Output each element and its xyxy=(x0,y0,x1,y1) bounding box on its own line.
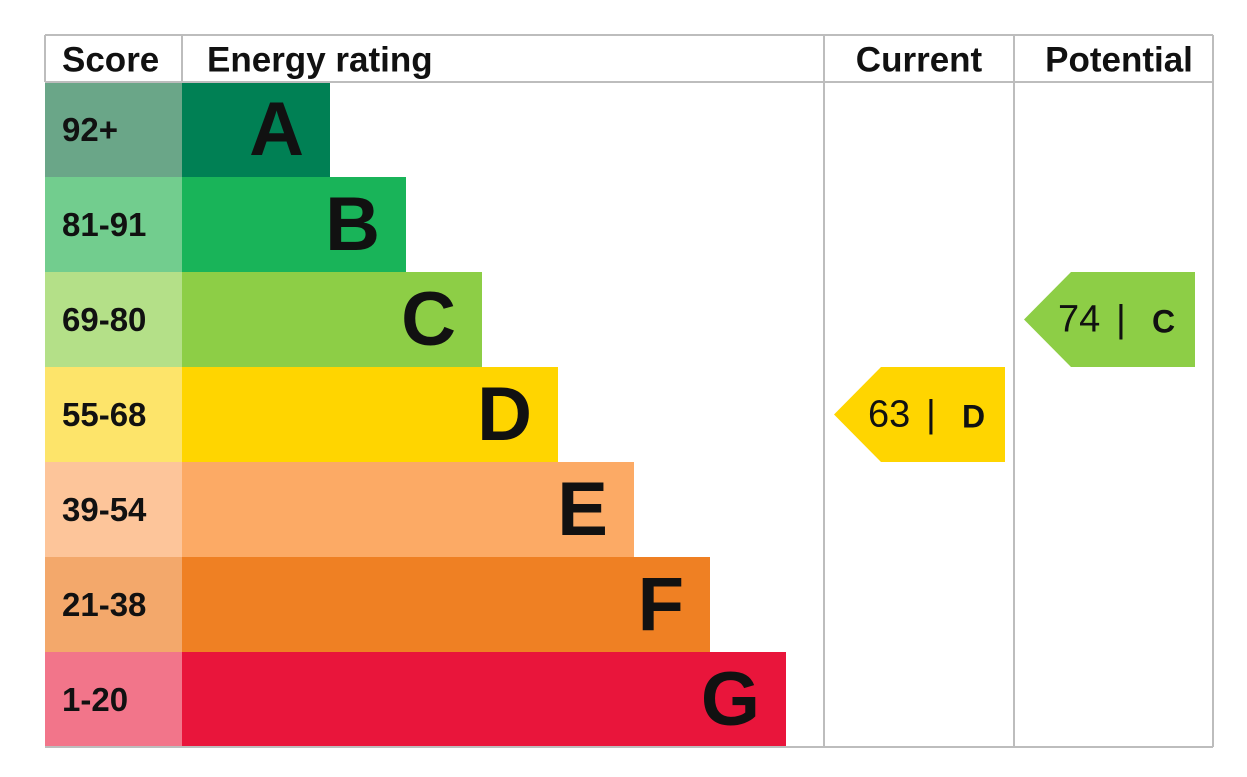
score-cell xyxy=(45,462,182,557)
rating-letter: E xyxy=(557,467,608,552)
rating-bar xyxy=(182,367,558,462)
rating-bar xyxy=(182,462,634,557)
score-label: 55-68 xyxy=(62,396,146,433)
potential-value: 74 xyxy=(1058,299,1100,341)
potential-indicator: 74 | C xyxy=(1024,272,1195,367)
rating-letter: G xyxy=(701,657,760,742)
current-indicator: 63 | D xyxy=(834,367,1005,462)
score-label: 1-20 xyxy=(62,681,128,718)
score-cell xyxy=(45,82,182,177)
score-cell xyxy=(45,272,182,367)
rating-letter: C xyxy=(401,277,456,362)
potential-letter: C xyxy=(1152,304,1175,340)
rating-letter: F xyxy=(638,562,684,647)
rating-bar xyxy=(182,82,330,177)
header-current: Current xyxy=(856,41,983,80)
rating-bar xyxy=(182,557,710,652)
rating-letter: A xyxy=(249,87,304,172)
rating-letter: B xyxy=(325,182,380,267)
score-label: 39-54 xyxy=(62,491,147,528)
rating-letter: D xyxy=(477,372,532,457)
header-energy-rating: Energy rating xyxy=(207,41,433,80)
score-cell xyxy=(45,557,182,652)
current-letter: D xyxy=(962,399,985,435)
score-cell xyxy=(45,367,182,462)
rating-bar xyxy=(182,177,406,272)
current-value: 63 xyxy=(868,394,910,436)
score-cell xyxy=(45,177,182,272)
potential-separator: | xyxy=(1116,299,1126,341)
score-label: 92+ xyxy=(62,111,118,148)
current-arrow xyxy=(834,367,1005,462)
score-label: 81-91 xyxy=(62,206,146,243)
current-separator: | xyxy=(926,394,936,436)
header-potential: Potential xyxy=(1045,41,1193,80)
score-cell xyxy=(45,652,182,747)
rating-bar xyxy=(182,272,482,367)
score-label: 69-80 xyxy=(62,301,146,338)
header-score: Score xyxy=(62,41,159,80)
potential-arrow xyxy=(1024,272,1195,367)
score-label: 21-38 xyxy=(62,586,146,623)
rating-bar xyxy=(182,652,786,747)
